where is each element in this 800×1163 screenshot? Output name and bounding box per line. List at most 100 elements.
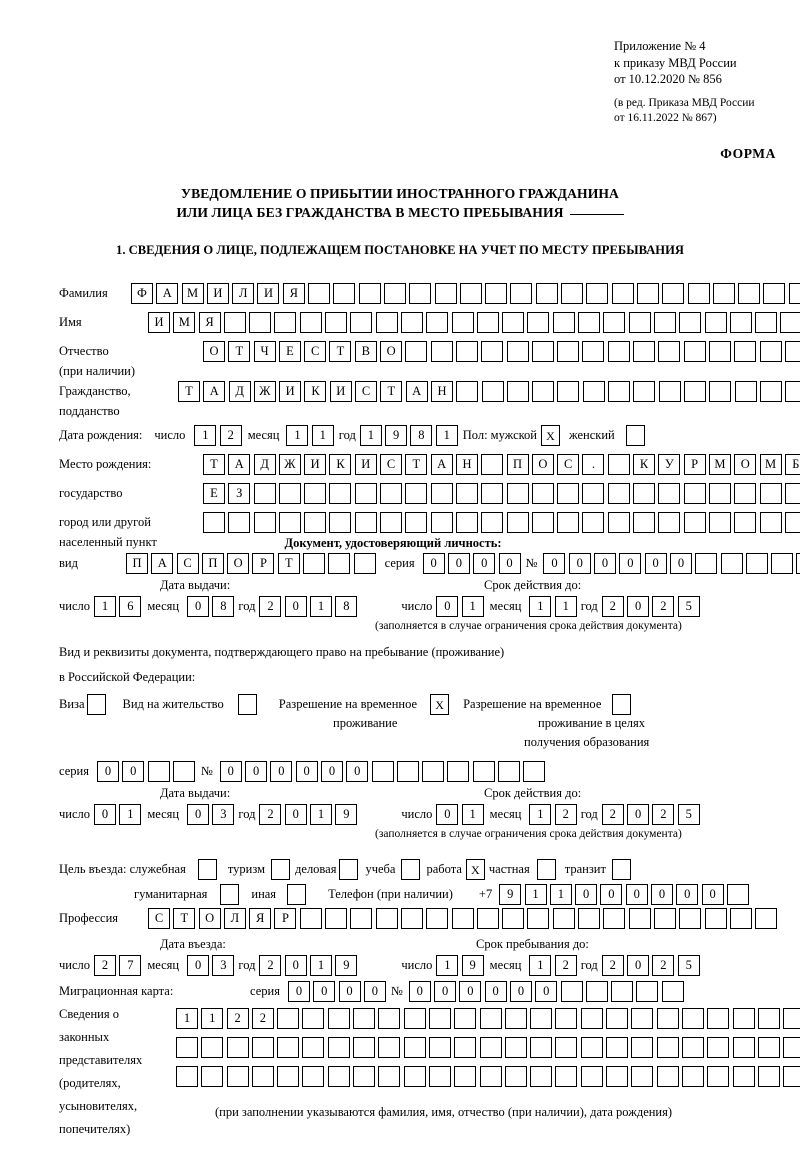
- char-cell[interactable]: [277, 1008, 300, 1029]
- char-cell[interactable]: [732, 1037, 755, 1058]
- char-cell[interactable]: У: [658, 454, 681, 475]
- char-cell[interactable]: 8: [212, 596, 235, 617]
- char-cell[interactable]: 5: [677, 955, 700, 976]
- char-cell[interactable]: [759, 512, 782, 533]
- char-cell[interactable]: [455, 512, 478, 533]
- char-cell[interactable]: А: [151, 553, 174, 574]
- char-cell[interactable]: [726, 884, 749, 905]
- char-cell[interactable]: Е: [203, 483, 225, 504]
- char-cell[interactable]: [510, 283, 533, 304]
- char-cell[interactable]: 0: [338, 981, 361, 1002]
- char-cell[interactable]: О: [531, 454, 554, 475]
- char-cell[interactable]: [403, 1008, 426, 1029]
- char-cell[interactable]: [582, 483, 605, 504]
- char-cell[interactable]: О: [380, 341, 403, 362]
- char-cell[interactable]: [561, 283, 584, 304]
- char-cell[interactable]: [662, 283, 685, 304]
- char-cell[interactable]: [325, 908, 348, 929]
- char-cell[interactable]: [585, 981, 608, 1002]
- char-cell[interactable]: [755, 908, 778, 929]
- char-cell[interactable]: М: [708, 454, 731, 475]
- char-cell[interactable]: [274, 312, 297, 333]
- char-cell[interactable]: 2: [259, 596, 282, 617]
- char-cell[interactable]: [729, 908, 752, 929]
- char-cell[interactable]: [734, 341, 757, 362]
- char-cell[interactable]: Н: [455, 454, 478, 475]
- char-cell[interactable]: С: [176, 553, 199, 574]
- char-cell[interactable]: [796, 553, 800, 574]
- char-cell[interactable]: [405, 341, 428, 362]
- char-cell[interactable]: 1: [554, 596, 577, 617]
- char-cell[interactable]: [378, 1037, 401, 1058]
- char-cell[interactable]: К: [304, 381, 327, 402]
- char-cell[interactable]: [679, 908, 702, 929]
- char-cell[interactable]: Д: [253, 454, 276, 475]
- char-cell[interactable]: [498, 761, 521, 782]
- char-cell[interactable]: 1: [310, 804, 333, 825]
- char-cell[interactable]: 2: [601, 596, 624, 617]
- char-cell[interactable]: А: [430, 454, 453, 475]
- char-cell[interactable]: О: [734, 454, 757, 475]
- char-cell[interactable]: О: [198, 908, 221, 929]
- char-cell[interactable]: [555, 1066, 578, 1087]
- char-cell[interactable]: 0: [447, 553, 470, 574]
- char-cell[interactable]: [328, 553, 351, 574]
- char-cell[interactable]: И: [304, 454, 327, 475]
- char-cell[interactable]: 1: [94, 596, 117, 617]
- char-cell[interactable]: [785, 381, 800, 402]
- char-cell[interactable]: [603, 312, 626, 333]
- char-cell[interactable]: [354, 483, 377, 504]
- char-cell[interactable]: [327, 1008, 350, 1029]
- char-cell[interactable]: [278, 512, 301, 533]
- purpose-study-checkbox[interactable]: [401, 859, 421, 880]
- char-cell[interactable]: [586, 283, 609, 304]
- char-cell[interactable]: Я: [282, 283, 305, 304]
- char-cell[interactable]: [504, 1037, 527, 1058]
- char-cell[interactable]: [759, 483, 782, 504]
- char-cell[interactable]: [708, 483, 731, 504]
- char-cell[interactable]: [459, 283, 482, 304]
- char-cell[interactable]: [734, 381, 757, 402]
- char-cell[interactable]: [656, 1037, 679, 1058]
- char-cell[interactable]: 0: [627, 596, 650, 617]
- char-cell[interactable]: 2: [652, 955, 675, 976]
- char-cell[interactable]: А: [405, 381, 428, 402]
- char-cell[interactable]: [454, 1008, 477, 1029]
- char-cell[interactable]: 3: [212, 955, 235, 976]
- char-cell[interactable]: [249, 312, 272, 333]
- char-cell[interactable]: 2: [259, 955, 282, 976]
- char-cell[interactable]: [479, 1037, 502, 1058]
- char-cell[interactable]: 0: [625, 884, 648, 905]
- char-cell[interactable]: 8: [335, 596, 358, 617]
- legal-rep-input-row2[interactable]: [176, 1037, 800, 1058]
- char-cell[interactable]: 1: [310, 955, 333, 976]
- char-cell[interactable]: А: [228, 454, 251, 475]
- char-cell[interactable]: 2: [94, 955, 117, 976]
- char-cell[interactable]: 6: [119, 596, 142, 617]
- char-cell[interactable]: 0: [619, 553, 642, 574]
- char-cell[interactable]: [350, 908, 373, 929]
- char-cell[interactable]: [757, 1008, 780, 1029]
- char-cell[interactable]: [302, 1008, 325, 1029]
- char-cell[interactable]: Д: [228, 381, 251, 402]
- char-cell[interactable]: [476, 908, 499, 929]
- char-cell[interactable]: [299, 312, 322, 333]
- char-cell[interactable]: Н: [430, 381, 453, 402]
- char-cell[interactable]: И: [148, 312, 170, 333]
- char-cell[interactable]: [606, 1066, 629, 1087]
- sex-male-checkbox[interactable]: X: [541, 425, 560, 446]
- char-cell[interactable]: 1: [529, 596, 552, 617]
- temp-residence-edu-checkbox[interactable]: [612, 694, 632, 715]
- char-cell[interactable]: [358, 283, 381, 304]
- char-cell[interactable]: [784, 341, 800, 362]
- char-cell[interactable]: 2: [554, 804, 577, 825]
- char-cell[interactable]: Л: [232, 283, 255, 304]
- char-cell[interactable]: 0: [535, 981, 558, 1002]
- char-cell[interactable]: [707, 1066, 730, 1087]
- char-cell[interactable]: [329, 483, 352, 504]
